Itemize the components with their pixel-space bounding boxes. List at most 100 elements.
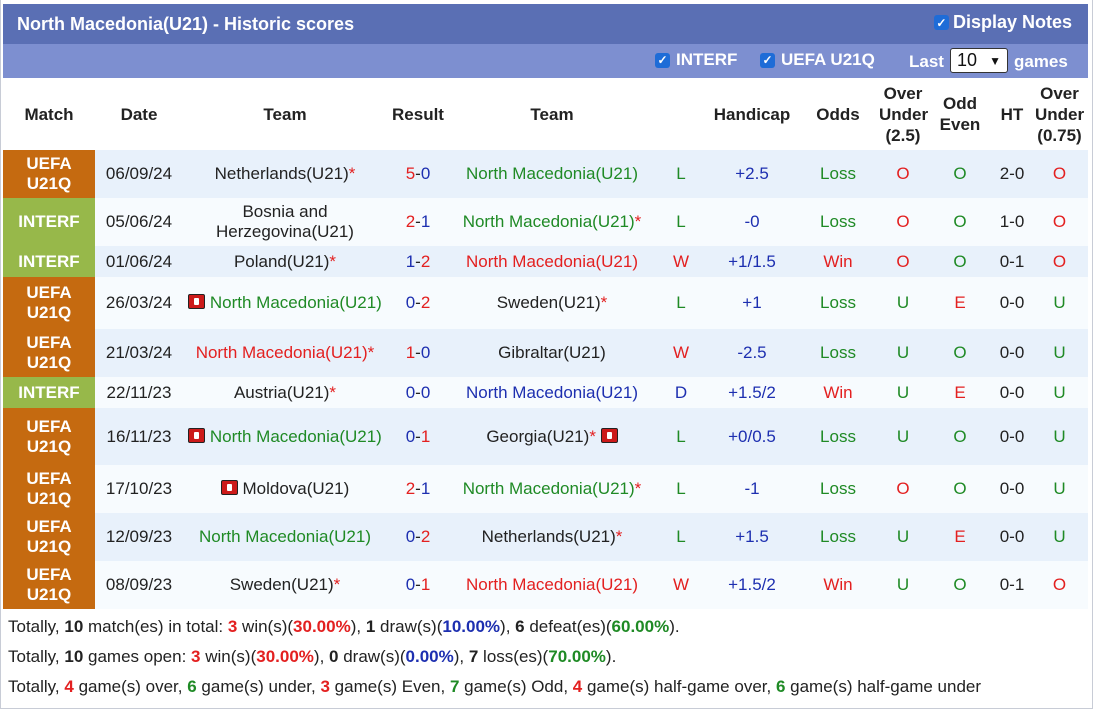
team-name-link[interactable]: North Macedonia(U21): [466, 251, 638, 271]
team-name-link[interactable]: North Macedonia(U21): [462, 479, 635, 498]
display-notes-checkbox[interactable]: ✓: [933, 15, 949, 30]
uefa-u21q-label: UEFA U21Q: [781, 50, 875, 69]
filter-interf[interactable]: ✓ INTERF: [655, 50, 737, 70]
away-team-cell: North Macedonia(U21): [449, 150, 655, 198]
result-cell[interactable]: 0-1: [387, 408, 449, 465]
half-time-cell: 0-0: [993, 465, 1031, 513]
team-name-link[interactable]: North Macedonia(U21): [195, 343, 368, 362]
league-badge[interactable]: UEFA U21Q: [3, 513, 95, 561]
score-home: 5: [405, 164, 416, 183]
result-cell[interactable]: 2-1: [387, 198, 449, 246]
table-row: UEFA U21Q 06/09/24 Netherlands(U21)* 5-0 Nort…: [3, 150, 1088, 198]
home-team-cell: Moldova(U21): [183, 465, 387, 513]
display-notes-toggle[interactable]: ✓ Display Notes: [933, 12, 1072, 33]
home-team-cell: Netherlands(U21)*: [183, 150, 387, 198]
star-marker: *: [329, 382, 337, 402]
team-name-link[interactable]: Netherlands(U21): [481, 527, 616, 546]
away-team-cell: North Macedonia(U21): [449, 561, 655, 609]
team-name-link[interactable]: Sweden(U21): [229, 575, 334, 594]
team-name-link[interactable]: Bosnia and Herzegovina(U21): [216, 202, 354, 241]
score-away: 1: [420, 212, 431, 231]
half-time-cell: 0-0: [993, 277, 1031, 329]
team-name-link[interactable]: Austria(U21): [233, 382, 330, 402]
star-marker: *: [367, 343, 375, 362]
header-team-away[interactable]: Team: [449, 78, 655, 150]
league-label: INTERF: [18, 251, 80, 271]
header-ht[interactable]: HT: [993, 78, 1031, 150]
result-cell[interactable]: 1-0: [387, 329, 449, 377]
team-name-link[interactable]: Netherlands(U21): [214, 164, 349, 183]
header-odd-even[interactable]: Odd Even: [927, 78, 993, 150]
team-name-link[interactable]: North Macedonia(U21): [209, 426, 382, 446]
filter-uefa-u21q[interactable]: ✓ UEFA U21Q: [760, 50, 875, 70]
team-name-link[interactable]: North Macedonia(U21): [466, 382, 638, 402]
match-date: 26/03/24: [95, 277, 183, 329]
team-name-link[interactable]: Sweden(U21): [496, 293, 601, 312]
totals-value: 7: [449, 677, 460, 696]
totals-line-games-open: Totally, 10 games open: 3 win(s)(30.00%)…: [8, 647, 616, 667]
header-match[interactable]: Match: [3, 78, 95, 150]
star-marker: *: [634, 479, 642, 498]
home-team-cell: North Macedonia(U21)*: [183, 329, 387, 377]
team-name-link[interactable]: Moldova(U21): [242, 479, 350, 498]
totals-summary: Totally, 10 match(es) in total: 3 win(s)…: [3, 612, 1088, 706]
league-badge[interactable]: UEFA U21Q: [3, 277, 95, 329]
totals-text: win(s)(: [200, 647, 257, 666]
team-name-link[interactable]: Gibraltar(U21): [498, 343, 606, 362]
uefa-u21q-checkbox[interactable]: ✓: [760, 52, 775, 68]
result-cell[interactable]: 2-1: [387, 465, 449, 513]
games-count-select[interactable]: 10 ▼: [949, 48, 1008, 73]
team-name-link[interactable]: Poland(U21): [233, 251, 330, 271]
table-row: UEFA U21Q 21/03/24 North Macedonia(U21)* 1-0…: [3, 329, 1088, 377]
header-over-under[interactable]: Over Under (2.5): [879, 78, 928, 150]
match-date: 21/03/24: [95, 329, 183, 377]
league-label: U21Q: [26, 585, 72, 604]
page-title: North Macedonia(U21) - Historic scores: [17, 14, 355, 34]
team-name-link[interactable]: Georgia(U21): [486, 426, 590, 446]
odds-result-cell: Win: [797, 561, 879, 609]
totals-value: 6: [775, 677, 786, 696]
header-result[interactable]: Result: [387, 78, 449, 150]
header-handicap[interactable]: Handicap: [707, 78, 797, 150]
result-cell[interactable]: 0-2: [387, 513, 449, 561]
league-badge[interactable]: UEFA U21Q: [3, 408, 95, 465]
league-badge[interactable]: UEFA U21Q: [3, 465, 95, 513]
totals-text: ),: [453, 647, 469, 666]
result-cell[interactable]: 0-0: [387, 377, 449, 408]
handicap-cell: -2.5: [707, 329, 797, 377]
result-cell[interactable]: 5-0: [387, 150, 449, 198]
team-name-link[interactable]: North Macedonia(U21): [466, 164, 638, 183]
league-badge[interactable]: UEFA U21Q: [3, 561, 95, 609]
team-name-link[interactable]: North Macedonia(U21): [209, 293, 382, 312]
result-cell[interactable]: 0-2: [387, 277, 449, 329]
league-badge[interactable]: UEFA U21Q: [3, 329, 95, 377]
star-marker: *: [634, 212, 642, 231]
header-date[interactable]: Date: [95, 78, 183, 150]
team-name-link[interactable]: North Macedonia(U21): [466, 575, 638, 594]
home-team-cell: North Macedonia(U21): [183, 513, 387, 561]
league-badge[interactable]: INTERF: [3, 198, 95, 246]
league-badge[interactable]: INTERF: [3, 246, 95, 277]
totals-text: ),: [313, 647, 330, 666]
header-over-under-075[interactable]: Over Under (0.75): [1031, 78, 1088, 150]
league-badge[interactable]: INTERF: [3, 377, 95, 408]
interf-label: INTERF: [676, 50, 738, 69]
team-name-link[interactable]: North Macedonia(U21): [462, 212, 635, 231]
team-name-link[interactable]: North Macedonia(U21): [199, 527, 371, 546]
totals-text: match(es) in total:: [83, 617, 228, 636]
odd-even-cell: O: [927, 465, 993, 513]
league-label: INTERF: [18, 382, 80, 402]
totals-value: 70.00%: [548, 647, 606, 666]
interf-checkbox[interactable]: ✓: [655, 52, 670, 68]
header-team-home[interactable]: Team: [183, 78, 387, 150]
result-cell[interactable]: 0-1: [387, 561, 449, 609]
league-badge[interactable]: UEFA U21Q: [3, 150, 95, 198]
result-cell[interactable]: 1-2: [387, 246, 449, 277]
header-odds[interactable]: Odds: [797, 78, 879, 150]
half-time-cell: 0-0: [993, 329, 1031, 377]
totals-text: draw(s)(: [338, 647, 406, 666]
totals-text: game(s) under,: [196, 677, 321, 696]
win-loss-cell: W: [655, 329, 707, 377]
table-row: UEFA U21Q 16/11/23 North Macedonia(U21) 0-1…: [3, 408, 1088, 465]
